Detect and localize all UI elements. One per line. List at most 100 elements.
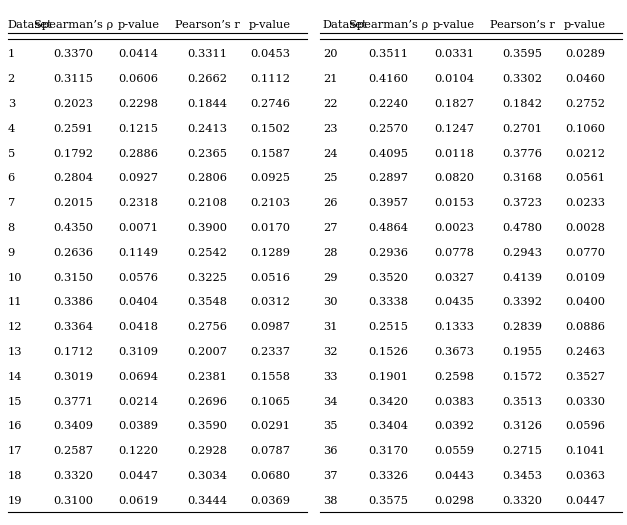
Text: 0.0404: 0.0404 [119,298,159,308]
Text: 0.2463: 0.2463 [565,347,605,357]
Text: 0.0787: 0.0787 [250,446,290,456]
Text: 0.2587: 0.2587 [53,446,93,456]
Text: 0.1220: 0.1220 [119,446,159,456]
Text: 0.2943: 0.2943 [503,248,542,258]
Text: 0.1289: 0.1289 [250,248,290,258]
Text: 0.0559: 0.0559 [434,446,474,456]
Text: 0.0109: 0.0109 [565,272,605,282]
Text: 38: 38 [323,496,337,506]
Text: 0.0418: 0.0418 [119,322,159,332]
Text: 21: 21 [323,74,337,84]
Text: 0.0447: 0.0447 [119,471,159,481]
Text: 0.3511: 0.3511 [369,49,408,59]
Text: 0.2598: 0.2598 [434,372,474,382]
Text: 0.0694: 0.0694 [119,372,159,382]
Text: 0.2413: 0.2413 [187,124,228,134]
Text: 0.2756: 0.2756 [187,322,228,332]
Text: 0.0028: 0.0028 [565,223,605,233]
Text: 0.3170: 0.3170 [369,446,408,456]
Text: 0.3900: 0.3900 [187,223,228,233]
Text: 0.3364: 0.3364 [53,322,93,332]
Text: 0.0170: 0.0170 [250,223,290,233]
Text: 8: 8 [8,223,15,233]
Text: 0.0778: 0.0778 [434,248,474,258]
Text: 0.2746: 0.2746 [250,99,290,109]
Text: 0.3453: 0.3453 [503,471,542,481]
Text: 0.0606: 0.0606 [119,74,159,84]
Text: 0.3100: 0.3100 [53,496,93,506]
Text: 0.3590: 0.3590 [187,422,228,432]
Text: 0.3444: 0.3444 [187,496,228,506]
Text: 9: 9 [8,248,15,258]
Text: 0.0118: 0.0118 [434,149,474,159]
Text: 24: 24 [323,149,337,159]
Text: 0.2337: 0.2337 [250,347,290,357]
Text: 0.2542: 0.2542 [187,248,228,258]
Text: 0.1955: 0.1955 [503,347,542,357]
Text: 0.3957: 0.3957 [369,198,408,208]
Text: 0.3386: 0.3386 [53,298,93,308]
Text: 0.0330: 0.0330 [565,397,605,407]
Text: 0.3311: 0.3311 [187,49,228,59]
Text: 0.2662: 0.2662 [187,74,228,84]
Text: 0.0369: 0.0369 [250,496,290,506]
Text: 0.0576: 0.0576 [119,272,159,282]
Text: 7: 7 [8,198,15,208]
Text: 0.4160: 0.4160 [369,74,408,84]
Text: 0.2897: 0.2897 [369,173,408,183]
Text: 0.0298: 0.0298 [434,496,474,506]
Text: 0.0071: 0.0071 [119,223,159,233]
Text: 0.0327: 0.0327 [434,272,474,282]
Text: 5: 5 [8,149,15,159]
Text: 0.2636: 0.2636 [53,248,93,258]
Text: 0.4780: 0.4780 [503,223,542,233]
Text: 1: 1 [8,49,15,59]
Text: Spearman’s ρ: Spearman’s ρ [34,19,113,30]
Text: 0.3776: 0.3776 [503,149,542,159]
Text: 0.0443: 0.0443 [434,471,474,481]
Text: 0.4139: 0.4139 [503,272,542,282]
Text: 0.3420: 0.3420 [369,397,408,407]
Text: 0.4350: 0.4350 [53,223,93,233]
Text: 0.3548: 0.3548 [187,298,228,308]
Text: 0.0770: 0.0770 [565,248,605,258]
Text: 0.1502: 0.1502 [250,124,290,134]
Text: 0.1041: 0.1041 [565,446,605,456]
Text: 34: 34 [323,397,337,407]
Text: 0.1060: 0.1060 [565,124,605,134]
Text: 0.1712: 0.1712 [53,347,93,357]
Text: 0.3326: 0.3326 [369,471,408,481]
Text: 0.1587: 0.1587 [250,149,290,159]
Text: 0.2696: 0.2696 [187,397,228,407]
Text: 0.3168: 0.3168 [503,173,542,183]
Text: 0.0414: 0.0414 [119,49,159,59]
Text: 0.1215: 0.1215 [119,124,159,134]
Text: 18: 18 [8,471,22,481]
Text: 0.2103: 0.2103 [250,198,290,208]
Text: 0.0596: 0.0596 [565,422,605,432]
Text: 0.0680: 0.0680 [250,471,290,481]
Text: 0.1572: 0.1572 [503,372,542,382]
Text: 0.3575: 0.3575 [369,496,408,506]
Text: 0.1149: 0.1149 [119,248,159,258]
Text: 0.2023: 0.2023 [53,99,93,109]
Text: 0.2007: 0.2007 [187,347,228,357]
Text: 0.1901: 0.1901 [369,372,408,382]
Text: 0.2701: 0.2701 [503,124,542,134]
Text: Spearman’s ρ: Spearman’s ρ [349,19,428,30]
Text: 0.2804: 0.2804 [53,173,93,183]
Text: 0.3225: 0.3225 [187,272,228,282]
Text: p-value: p-value [564,19,606,30]
Text: 0.1827: 0.1827 [434,99,474,109]
Text: 0.0023: 0.0023 [434,223,474,233]
Text: 0.2318: 0.2318 [119,198,159,208]
Text: 37: 37 [323,471,337,481]
Text: 0.3595: 0.3595 [503,49,542,59]
Text: 0.1792: 0.1792 [53,149,93,159]
Text: 0.1112: 0.1112 [250,74,290,84]
Text: 0.0435: 0.0435 [434,298,474,308]
Text: 29: 29 [323,272,337,282]
Text: 31: 31 [323,322,337,332]
Text: 0.3320: 0.3320 [53,471,93,481]
Text: Pearson’s r: Pearson’s r [490,19,555,30]
